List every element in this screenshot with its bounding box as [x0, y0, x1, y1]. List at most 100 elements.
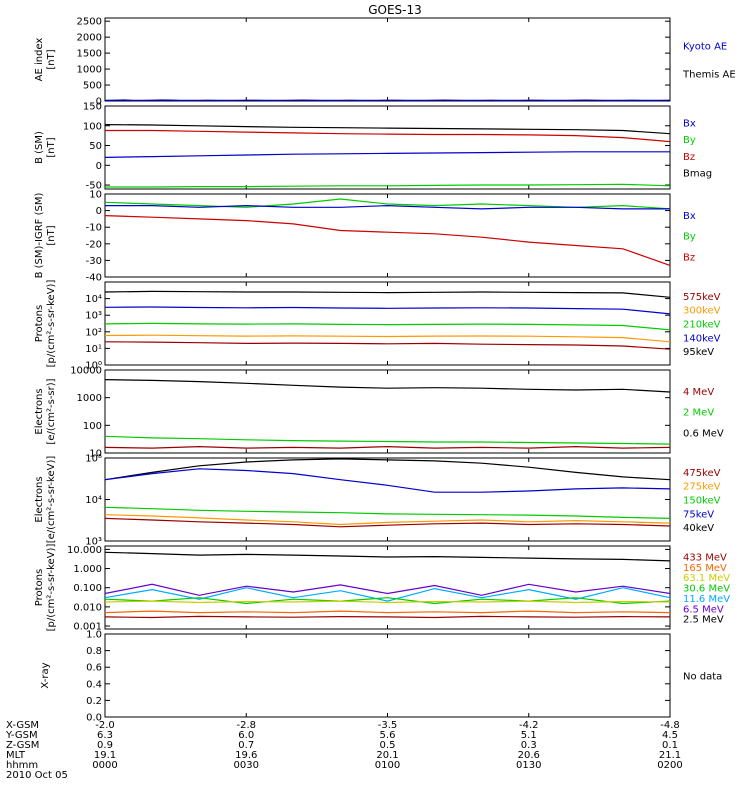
- y-axis-label: X-ray: [40, 662, 51, 688]
- y-tick-label: 10⁵: [85, 454, 102, 465]
- y-tick-label: 0: [96, 97, 102, 108]
- x-tick-label: 0000: [92, 760, 117, 771]
- series-line: [104, 306, 671, 315]
- series-line: [104, 458, 671, 481]
- y-tick-label: 10: [89, 190, 102, 201]
- y-axis-label: B (SM): [34, 131, 45, 164]
- y-tick-label: 10: [89, 449, 102, 460]
- y-tick-label: 0.2: [86, 696, 102, 707]
- legend-label: 6.5 MeV: [683, 604, 724, 615]
- x-tick-label: 0030: [234, 760, 259, 771]
- legend-label: 475keV: [683, 468, 721, 479]
- series-line: [104, 517, 671, 528]
- legend-label: Bz: [683, 252, 695, 263]
- y-tick-label: 50: [89, 141, 102, 152]
- legend-label: No data: [683, 672, 722, 683]
- legend-label: 210keV: [683, 320, 721, 331]
- legend-label: 95keV: [683, 347, 714, 358]
- series-line: [105, 129, 671, 143]
- y-tick-label: -50: [86, 181, 102, 192]
- y-tick-label: 0.4: [86, 679, 102, 690]
- x-tick-label: 20.6: [518, 750, 540, 761]
- x-row-label: X-GSM: [6, 720, 39, 731]
- legend-label: 75keV: [683, 509, 714, 520]
- x-tick-label: 0.1: [662, 740, 678, 751]
- y-tick-label: 1.000: [73, 564, 102, 575]
- x-tick-label: 5.1: [521, 730, 537, 741]
- series-line: [104, 215, 671, 266]
- y-tick-label: 0.0: [86, 713, 102, 724]
- x-tick-label: 5.6: [380, 730, 396, 741]
- y-tick-label: 2000: [77, 33, 102, 44]
- y-axis-label: [e/(cm²-s-sr-keV)]: [46, 456, 57, 544]
- y-axis-label: [nT]: [46, 49, 57, 69]
- x-row-label: Z-GSM: [6, 740, 39, 751]
- x-tick-label: 4.5: [662, 730, 678, 741]
- legend-label: 165 MeV: [683, 563, 727, 574]
- y-tick-label: 10³: [85, 537, 102, 548]
- x-tick-label: 19.1: [94, 750, 116, 761]
- y-axis-label: [e/(cm²-s-sr)]: [46, 378, 57, 444]
- x-tick-label: -2.0: [95, 720, 115, 731]
- y-tick-label: 10⁰: [85, 361, 102, 372]
- y-axis-label: AE index: [34, 38, 45, 82]
- x-row-label: Y-GSM: [5, 730, 38, 741]
- series-line: [104, 322, 671, 331]
- y-tick-label: -20: [86, 239, 102, 250]
- date-label: 2010 Oct 05: [6, 770, 68, 781]
- series-line: [104, 583, 671, 596]
- y-tick-label: 0: [96, 206, 102, 217]
- y-tick-label: 0.010: [73, 602, 102, 613]
- series-line: [104, 600, 671, 604]
- legend-label: 0.6 MeV: [683, 428, 724, 439]
- series-line: [104, 587, 671, 602]
- y-tick-label: 1.0: [86, 630, 102, 641]
- panel-frame: [104, 633, 671, 718]
- legend-label: By: [683, 232, 696, 243]
- series-line: [104, 610, 671, 614]
- x-tick-label: 19.6: [235, 750, 257, 761]
- y-tick-label: 10²: [85, 327, 102, 338]
- legend-label: 433 MeV: [683, 552, 727, 563]
- series-line: [104, 597, 671, 605]
- legend-label: 63.1 MeV: [683, 573, 730, 584]
- x-tick-label: 0.3: [521, 740, 537, 751]
- y-tick-label: 10⁴: [85, 294, 102, 305]
- legend-label: Themis AE: [682, 69, 736, 80]
- x-tick-label: -4.2: [519, 720, 539, 731]
- legend-label: 275keV: [683, 482, 721, 493]
- legend-label: 2 MeV: [683, 408, 714, 419]
- y-tick-label: 0.100: [73, 583, 102, 594]
- x-tick-label: -2.8: [236, 720, 256, 731]
- y-tick-label: -10: [86, 223, 102, 234]
- y-axis-label: [nT]: [46, 137, 57, 157]
- x-tick-label: 0.9: [97, 740, 113, 751]
- x-tick-label: 6.0: [238, 730, 254, 741]
- panel-frame: [104, 17, 671, 102]
- y-tick-label: 1500: [77, 49, 102, 60]
- y-axis-label: [p/(cm²-s-sr-keV)]: [46, 280, 57, 368]
- series-line: [104, 341, 671, 350]
- legend-label: Bx: [683, 211, 696, 222]
- panel-frame: [104, 369, 671, 454]
- series-line: [104, 151, 670, 158]
- x-tick-label: -3.5: [378, 720, 398, 731]
- y-tick-label: 2500: [77, 17, 102, 28]
- y-tick-label: 10000: [70, 366, 102, 377]
- legend-label: 2.5 MeV: [683, 615, 724, 626]
- legend-label: Bz: [683, 152, 695, 163]
- x-tick-label: 0100: [375, 760, 400, 771]
- y-tick-label: -30: [86, 256, 102, 267]
- series-line: [104, 290, 671, 298]
- series-line: [104, 445, 671, 449]
- y-axis-label: [nT]: [46, 225, 57, 245]
- legend-label: Bmag: [683, 168, 712, 179]
- legend-label: 4 MeV: [683, 387, 714, 398]
- x-tick-label: 0200: [657, 760, 682, 771]
- y-tick-label: 500: [83, 81, 102, 92]
- y-tick-label: 0: [96, 161, 102, 172]
- series-line: [104, 435, 671, 445]
- y-axis-label: B (SM)-IGRF (SM): [34, 193, 45, 279]
- series-line: [104, 615, 671, 619]
- legend-label: 575keV: [683, 292, 721, 303]
